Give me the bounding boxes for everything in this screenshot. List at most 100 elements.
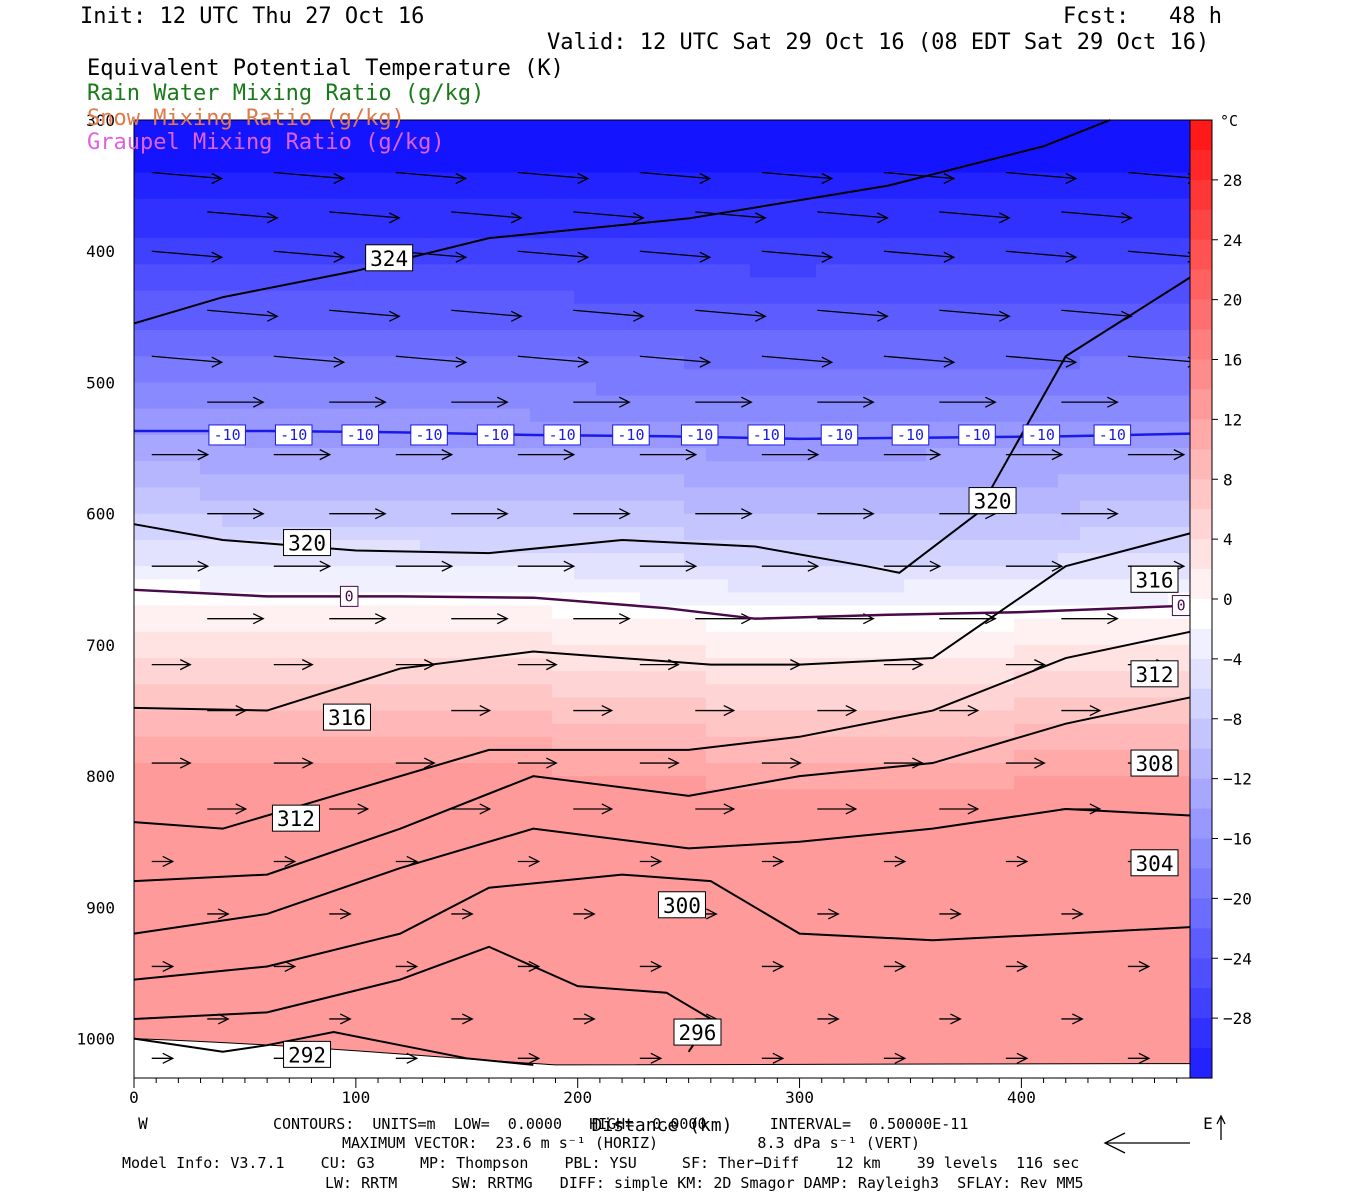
- shading-cell: [376, 198, 399, 213]
- shading-cell: [288, 185, 311, 200]
- shading-cell: [288, 343, 311, 357]
- shading-cell: [662, 854, 685, 869]
- shading-cell: [640, 487, 663, 502]
- shading-cell: [1146, 329, 1169, 344]
- shading-cell: [244, 946, 267, 961]
- shading-cell: [244, 474, 267, 489]
- colorbar-cell: [1190, 778, 1212, 810]
- shading-cell: [552, 999, 575, 1013]
- shading-cell: [882, 592, 905, 607]
- contour-label-box: [410, 424, 448, 446]
- colorbar-cell: [1190, 688, 1212, 720]
- shading-cell: [970, 999, 993, 1013]
- shading-cell: [486, 736, 509, 751]
- shading-cell: [398, 172, 421, 187]
- shading-cell: [1080, 592, 1103, 607]
- shading-cell: [750, 211, 773, 226]
- shading-cell: [244, 671, 267, 685]
- shading-cell: [662, 789, 685, 804]
- shading-cell: [1080, 828, 1103, 843]
- shading-cell: [1014, 303, 1037, 318]
- shading-cell: [464, 999, 487, 1013]
- shading-cell: [640, 461, 663, 475]
- shading-cell: [376, 566, 399, 580]
- theta-e-contour: [133, 807, 1191, 935]
- shading-cell: [926, 133, 949, 147]
- wind-vector-head: [1089, 803, 1102, 815]
- shading-cell: [420, 500, 443, 515]
- shading-cell: [1124, 513, 1147, 528]
- shading-cell: [420, 461, 443, 475]
- shading-cell: [442, 1025, 465, 1040]
- shading-cell: [244, 684, 267, 699]
- shading-cell: [376, 579, 399, 594]
- shading-cell: [706, 448, 729, 462]
- shading-cell: [728, 959, 751, 974]
- shading-cell: [926, 303, 949, 318]
- shading-cell: [1058, 146, 1081, 160]
- wind-vector-head: [423, 757, 436, 769]
- shading-cell: [860, 448, 883, 462]
- shading-cell: [530, 736, 553, 751]
- shading-cell: [552, 408, 575, 423]
- shading-cell: [772, 920, 795, 935]
- shading-cell: [156, 421, 179, 436]
- shading-cell: [574, 723, 597, 738]
- shading-cell: [486, 763, 509, 777]
- shading-cell: [948, 553, 971, 567]
- shading-cell: [750, 959, 773, 974]
- shading-cell: [134, 933, 157, 948]
- shading-cell: [288, 474, 311, 489]
- shading-cell: [376, 933, 399, 948]
- shading-cell: [376, 303, 399, 318]
- shading-cell: [134, 211, 157, 226]
- shading-cell: [530, 343, 553, 357]
- shading-cell: [640, 749, 663, 764]
- shading-cell: [442, 500, 465, 515]
- x-tick-label: 0: [129, 1088, 139, 1107]
- shading-cell: [728, 920, 751, 935]
- shading-cell: [486, 999, 509, 1013]
- wind-vector: [639, 250, 710, 258]
- shading-cell: [618, 198, 641, 213]
- wind-vector: [1061, 211, 1132, 219]
- shading-cell: [574, 658, 597, 672]
- shading-cell: [332, 539, 355, 554]
- shading-cell: [882, 343, 905, 357]
- shading-cell: [838, 579, 861, 594]
- shading-cell: [354, 605, 377, 620]
- shading-cell: [486, 238, 509, 252]
- shading-cell: [1036, 959, 1059, 974]
- shading-cell: [156, 356, 179, 370]
- shading-cell: [1168, 395, 1191, 410]
- shading-cell: [464, 382, 487, 397]
- shading-cell: [750, 723, 773, 738]
- shading-cell: [640, 894, 663, 908]
- shading-cell: [398, 461, 421, 475]
- shading-cell: [1102, 553, 1125, 567]
- shading-cell: [1080, 920, 1103, 935]
- shading-cell: [222, 973, 245, 987]
- shading-cell: [310, 185, 333, 200]
- wind-vector-head: [496, 396, 509, 408]
- shading-cell: [442, 684, 465, 699]
- shading-cell: [662, 763, 685, 777]
- shading-cell: [552, 644, 575, 659]
- shading-cell: [508, 605, 531, 620]
- shading-cell: [486, 828, 509, 843]
- shading-cell: [926, 618, 949, 633]
- shading-cell: [1124, 356, 1147, 370]
- shading-cell: [552, 671, 575, 685]
- shading-cell: [1146, 120, 1169, 134]
- shading-cell: [376, 224, 399, 239]
- shading-cell: [662, 277, 685, 292]
- shading-cell: [1014, 710, 1037, 725]
- shading-cell: [310, 1012, 333, 1027]
- shading-cell: [1014, 1038, 1037, 1053]
- shading-cell: [222, 749, 245, 764]
- shading-cell: [376, 408, 399, 423]
- shading-cell: [728, 723, 751, 738]
- shading-cell: [596, 408, 619, 423]
- shading-cell: [398, 343, 421, 357]
- shading-cell: [1080, 369, 1103, 384]
